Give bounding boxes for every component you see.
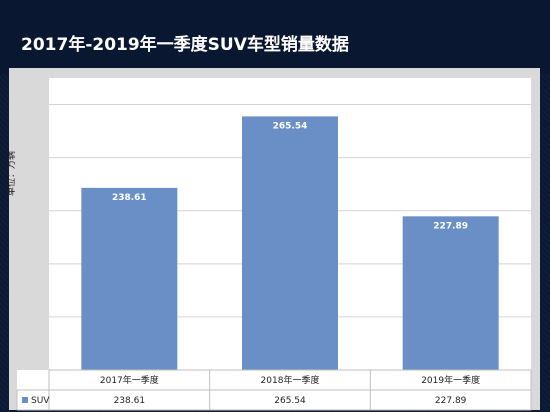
table-value: 265.54	[274, 396, 306, 406]
table-value: 238.61	[114, 396, 146, 406]
page-title: 2017年-2019年一季度SUV车型销量数据	[21, 35, 349, 55]
bar	[402, 216, 499, 370]
bar-value-label: 227.89	[433, 221, 468, 231]
bar-value-label: 265.54	[273, 121, 308, 131]
bar-value-label: 238.61	[112, 193, 147, 203]
category-label: 2017年一季度	[100, 374, 159, 386]
bar	[242, 116, 338, 370]
bar	[81, 187, 178, 370]
legend-swatch	[22, 397, 28, 403]
table-value: 227.89	[435, 396, 467, 406]
title-band	[0, 0, 550, 74]
category-label: 2018年一季度	[261, 374, 320, 386]
category-label: 2019年一季度	[421, 374, 480, 386]
series-name: SUV	[31, 396, 50, 406]
